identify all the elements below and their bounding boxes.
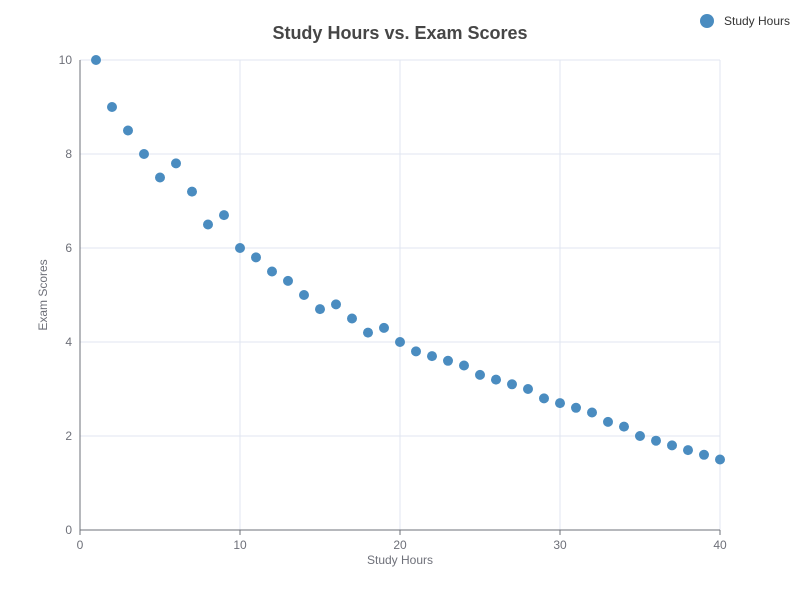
data-point[interactable] xyxy=(187,186,197,197)
data-point[interactable] xyxy=(203,219,213,230)
data-point[interactable] xyxy=(491,374,501,385)
data-point[interactable] xyxy=(155,172,165,183)
y-tick-label: 0 xyxy=(65,523,72,537)
legend[interactable]: Study Hours xyxy=(700,14,790,28)
x-tick-label: 20 xyxy=(393,538,407,552)
data-point[interactable] xyxy=(411,346,421,357)
data-point[interactable] xyxy=(331,299,341,310)
data-point[interactable] xyxy=(651,435,661,446)
data-point[interactable] xyxy=(443,355,453,366)
data-point[interactable] xyxy=(699,449,709,460)
data-point[interactable] xyxy=(283,275,293,286)
data-point[interactable] xyxy=(571,402,581,413)
data-point[interactable] xyxy=(91,55,101,65)
data-point[interactable] xyxy=(587,407,597,418)
data-point[interactable] xyxy=(715,454,725,465)
data-point[interactable] xyxy=(171,158,181,169)
y-tick-label: 6 xyxy=(65,241,72,255)
data-point[interactable] xyxy=(523,384,533,394)
data-point[interactable] xyxy=(459,360,469,371)
data-point[interactable] xyxy=(555,398,565,409)
legend-label[interactable]: Study Hours xyxy=(724,14,790,28)
data-point[interactable] xyxy=(395,337,405,347)
data-point[interactable] xyxy=(251,252,261,263)
tick-labels: 0 2 4 6 8 10 0 10 20 30 40 xyxy=(59,53,727,552)
data-point[interactable] xyxy=(507,379,517,390)
y-tick-label: 2 xyxy=(65,429,72,443)
y-axis-label: Exam Scores xyxy=(36,259,50,330)
x-tick-label: 40 xyxy=(713,538,727,552)
data-point[interactable] xyxy=(107,102,117,112)
data-point[interactable] xyxy=(299,290,309,300)
data-point[interactable] xyxy=(347,313,357,324)
data-point[interactable] xyxy=(667,440,677,451)
data-point[interactable] xyxy=(635,431,645,441)
data-point[interactable] xyxy=(683,445,693,456)
axes xyxy=(79,60,721,535)
data-point[interactable] xyxy=(235,243,245,253)
data-point[interactable] xyxy=(619,421,629,432)
data-point[interactable] xyxy=(139,149,149,159)
x-tick-label: 30 xyxy=(553,538,567,552)
x-axis-label: Study Hours xyxy=(367,553,433,567)
legend-marker[interactable] xyxy=(700,14,714,28)
y-tick-label: 8 xyxy=(65,147,72,161)
data-point[interactable] xyxy=(475,369,485,380)
data-point[interactable] xyxy=(379,322,389,333)
chart-title: Study Hours vs. Exam Scores xyxy=(272,23,527,43)
data-point[interactable] xyxy=(315,304,325,315)
grid-lines xyxy=(80,59,721,530)
data-point[interactable] xyxy=(539,393,549,404)
data-point[interactable] xyxy=(363,327,373,338)
x-tick-label: 0 xyxy=(77,538,84,552)
data-point[interactable] xyxy=(427,351,437,362)
y-tick-label: 4 xyxy=(65,335,72,349)
data-point[interactable] xyxy=(219,210,229,221)
y-tick-label: 10 xyxy=(59,53,73,67)
data-points[interactable] xyxy=(91,55,725,465)
data-point[interactable] xyxy=(603,416,613,427)
x-tick-label: 10 xyxy=(233,538,247,552)
data-point[interactable] xyxy=(123,125,133,136)
data-point[interactable] xyxy=(267,266,277,277)
